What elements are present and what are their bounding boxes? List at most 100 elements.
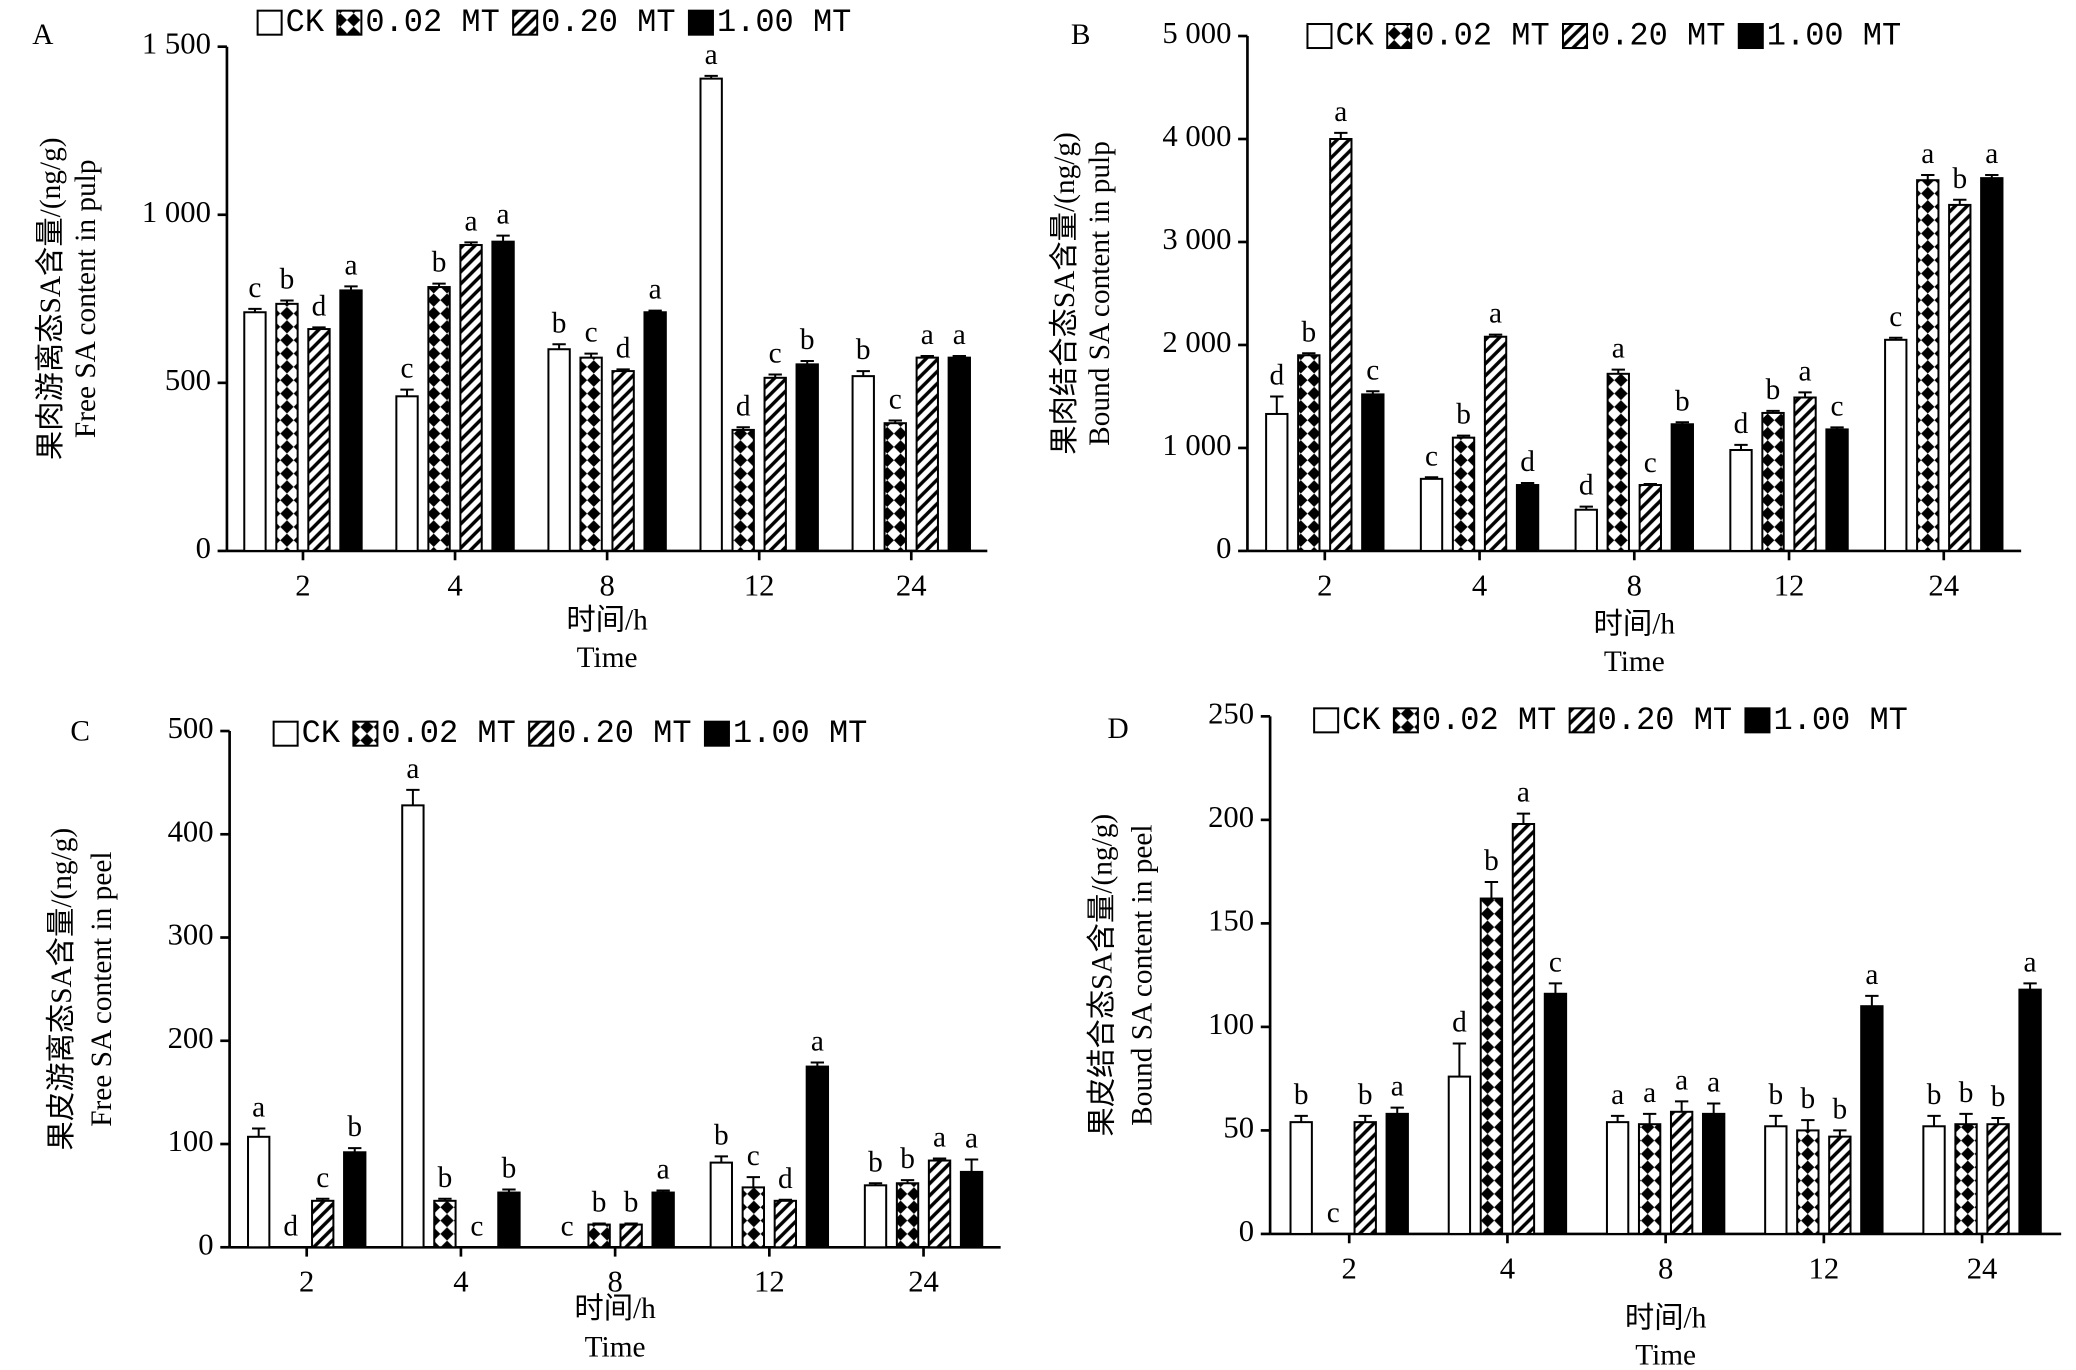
bar xyxy=(1670,423,1694,552)
panel-label: A xyxy=(32,19,53,51)
bar xyxy=(1605,1121,1630,1235)
significance-letter: c xyxy=(248,272,261,304)
bar xyxy=(699,77,723,552)
significance-letter: a xyxy=(649,274,662,306)
bar xyxy=(1796,1129,1820,1235)
error-bar xyxy=(778,1198,793,1201)
significance-letter: c xyxy=(1831,390,1844,422)
x-tick-label: 2 xyxy=(1317,568,1332,602)
significance-letter: a xyxy=(406,753,419,785)
bar xyxy=(947,356,971,552)
bar xyxy=(805,1065,830,1249)
error-bar xyxy=(348,1147,362,1153)
legend-label: 1.00 MT xyxy=(1767,17,1901,54)
y-tick-label: 0 xyxy=(198,1227,213,1261)
bar xyxy=(927,1159,952,1249)
legend-label: 1.00 MT xyxy=(1773,702,1907,739)
y-axis-label: 果皮游离态SA含量/(ng/g) xyxy=(45,828,78,1151)
legend-swatch xyxy=(256,9,283,36)
significance-letter: a xyxy=(933,1122,946,1154)
error-bar xyxy=(344,285,358,291)
significance-letter: b xyxy=(800,324,815,356)
significance-letter: a xyxy=(2024,946,2037,978)
error-bar xyxy=(464,241,478,246)
error-bar xyxy=(856,370,870,377)
significance-letter: b xyxy=(856,334,871,366)
error-bar xyxy=(868,1182,883,1186)
error-bar xyxy=(1610,1114,1625,1123)
error-bar xyxy=(624,1222,638,1225)
legend-label: CK xyxy=(1342,702,1381,739)
bar xyxy=(1265,412,1289,552)
x-axis-label: Time xyxy=(1635,1340,1696,1370)
error-bar xyxy=(312,326,326,330)
bar xyxy=(247,1135,271,1249)
error-bar xyxy=(1734,443,1748,451)
significance-letter: a xyxy=(953,319,966,351)
bar xyxy=(1825,428,1849,552)
y-tick-label: 2 000 xyxy=(1162,325,1231,359)
error-bar xyxy=(1456,434,1471,438)
legend-swatch xyxy=(528,720,555,747)
significance-letter: c xyxy=(747,1140,760,1172)
significance-letter: b xyxy=(1959,1077,1974,1109)
bar xyxy=(1922,1125,1946,1235)
y-tick-label: 1 000 xyxy=(142,195,211,229)
y-axis-label: Free SA content in peel xyxy=(86,851,118,1126)
error-bar xyxy=(648,309,662,313)
error-bar xyxy=(1643,482,1657,486)
error-bar xyxy=(932,1157,947,1161)
significance-letter: d xyxy=(736,390,751,422)
x-tick-label: 12 xyxy=(744,568,775,602)
error-bar xyxy=(584,352,598,358)
error-bar xyxy=(1921,174,1935,181)
significance-letter: c xyxy=(1366,354,1379,386)
bar xyxy=(433,1199,457,1249)
panel: A 果肉游离态SA含量/(ng/g) Free SA content in pulp… xyxy=(32,4,988,674)
bar xyxy=(1479,897,1504,1235)
error-bar xyxy=(1294,1114,1308,1123)
bar xyxy=(339,289,363,552)
legend-label: CK xyxy=(1335,17,1374,54)
bar xyxy=(651,1191,675,1249)
legend-label: 0.02 MT xyxy=(381,715,515,752)
significance-letter: b xyxy=(438,1162,453,1194)
y-tick-label: 200 xyxy=(168,1021,214,1055)
bar xyxy=(1860,1005,1884,1235)
bar xyxy=(343,1151,367,1249)
legend-label: 1.00 MT xyxy=(717,4,851,41)
significance-letter: d xyxy=(616,332,631,364)
bar xyxy=(1289,1121,1313,1235)
significance-letter: a xyxy=(1611,1079,1624,1111)
bar xyxy=(1761,411,1785,552)
error-bar xyxy=(704,74,718,79)
y-tick-label: 200 xyxy=(1208,800,1254,834)
bar xyxy=(1483,335,1508,552)
error-bar xyxy=(920,354,934,358)
significance-letter: c xyxy=(889,384,902,416)
significance-letter: a xyxy=(1612,333,1625,365)
error-bar xyxy=(252,1127,266,1137)
significance-letter: a xyxy=(1985,138,1998,170)
significance-letter: a xyxy=(497,199,510,231)
bar xyxy=(643,311,667,552)
significance-letter: d xyxy=(312,290,327,322)
legend-label: 0.02 MT xyxy=(1422,702,1556,739)
significance-letter: a xyxy=(1643,1077,1656,1109)
legend-label: 0.02 MT xyxy=(1415,17,1549,54)
bar xyxy=(1916,179,1940,552)
error-bar xyxy=(952,354,966,358)
error-bar xyxy=(1334,131,1348,140)
error-bar xyxy=(810,1061,825,1067)
significance-letter: c xyxy=(1549,946,1562,978)
bar xyxy=(1764,1125,1788,1235)
significance-letter: c xyxy=(1425,440,1438,472)
significance-letter: b xyxy=(1801,1083,1816,1115)
significance-letter: b xyxy=(1358,1079,1373,1111)
significance-letter: a xyxy=(811,1026,824,1058)
significance-letter: b xyxy=(1991,1081,2006,1113)
legend-swatch xyxy=(687,9,714,36)
panel: D 果皮结合态SA含量/(ng/g) Bound SA content in pee… xyxy=(1085,696,2062,1370)
significance-letter: a xyxy=(657,1154,670,1186)
